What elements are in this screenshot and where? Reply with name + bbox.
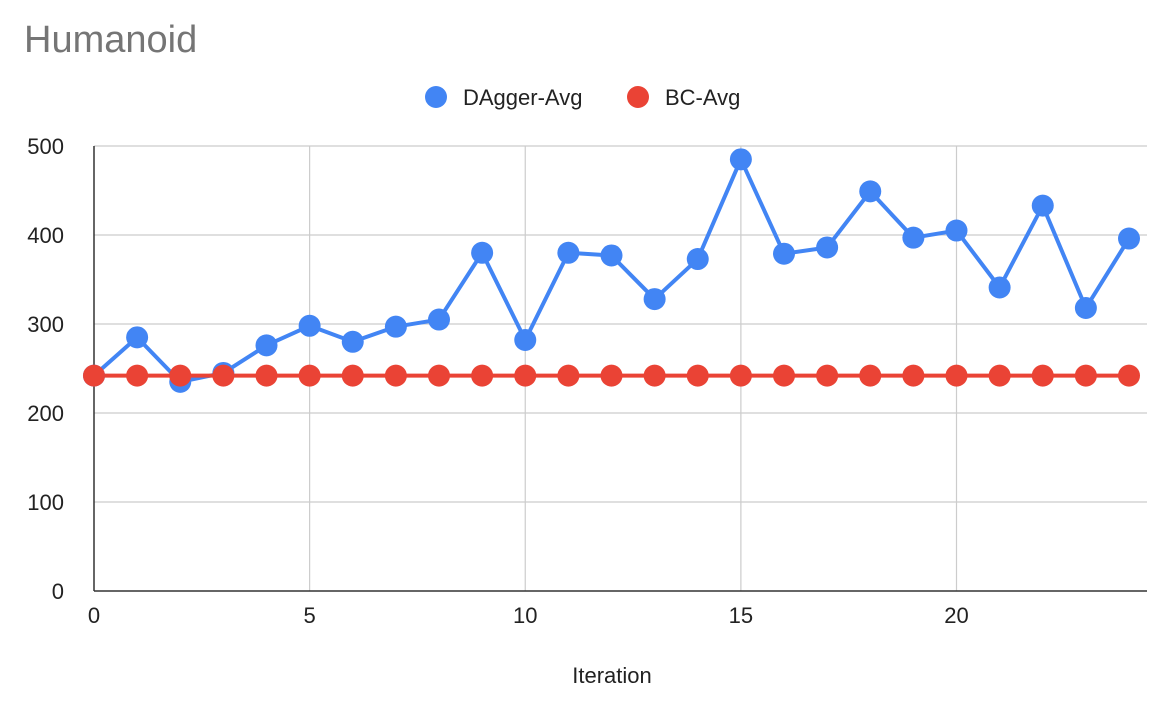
data-point-dagger-avg bbox=[384, 315, 407, 338]
data-point-dagger-avg bbox=[1074, 296, 1097, 319]
data-point-dagger-avg bbox=[988, 276, 1011, 299]
y-tick-label: 200 bbox=[27, 401, 64, 426]
x-tick-label: 20 bbox=[944, 603, 968, 628]
y-tick-label: 300 bbox=[27, 312, 64, 337]
data-point-dagger-avg bbox=[428, 308, 450, 331]
grid bbox=[94, 145, 1147, 591]
data-point-bc-avg bbox=[1074, 364, 1097, 387]
data-point-dagger-avg bbox=[514, 329, 537, 352]
data-point-dagger-avg bbox=[298, 314, 321, 337]
x-tick-label: 10 bbox=[513, 603, 537, 628]
data-point-bc-avg bbox=[557, 364, 580, 387]
data-point-bc-avg bbox=[729, 364, 752, 387]
x-tick-label: 15 bbox=[729, 603, 753, 628]
x-tick-label: 0 bbox=[88, 603, 100, 628]
data-point-dagger-avg bbox=[471, 241, 494, 264]
data-point-dagger-avg bbox=[255, 334, 278, 357]
data-point-bc-avg bbox=[816, 364, 839, 387]
data-point-bc-avg bbox=[1031, 364, 1054, 387]
data-point-dagger-avg bbox=[902, 226, 925, 249]
legend-label-dagger-avg: DAgger-Avg bbox=[463, 85, 582, 110]
data-point-bc-avg bbox=[341, 364, 364, 387]
data-point-dagger-avg bbox=[126, 326, 149, 349]
axes bbox=[93, 146, 1147, 592]
data-point-dagger-avg bbox=[859, 180, 882, 203]
data-point-dagger-avg bbox=[816, 236, 839, 259]
legend-marker-dagger-avg bbox=[425, 86, 447, 108]
data-point-bc-avg bbox=[945, 364, 968, 387]
data-point-bc-avg bbox=[428, 364, 450, 387]
y-tick-label: 100 bbox=[27, 490, 64, 515]
data-point-bc-avg bbox=[83, 364, 105, 387]
data-point-bc-avg bbox=[643, 364, 666, 387]
chart-title: Humanoid bbox=[24, 19, 197, 61]
legend-label-bc-avg: BC-Avg bbox=[665, 85, 740, 110]
data-point-bc-avg bbox=[514, 364, 537, 387]
series-layer bbox=[83, 148, 1140, 393]
data-point-dagger-avg bbox=[945, 219, 968, 242]
x-tick-label: 5 bbox=[304, 603, 316, 628]
tick-labels: 0 100 200 300 400 500 0 5 10 15 20 bbox=[27, 134, 968, 628]
data-point-bc-avg bbox=[298, 364, 321, 387]
data-point-bc-avg bbox=[384, 364, 407, 387]
data-point-dagger-avg bbox=[686, 248, 709, 271]
data-point-dagger-avg bbox=[643, 288, 666, 311]
y-tick-label: 500 bbox=[27, 134, 64, 159]
data-point-bc-avg bbox=[902, 364, 925, 387]
data-point-bc-avg bbox=[169, 364, 192, 387]
data-point-dagger-avg bbox=[557, 241, 580, 264]
x-axis-title: Iteration bbox=[572, 663, 652, 688]
data-point-bc-avg bbox=[773, 364, 795, 387]
data-point-dagger-avg bbox=[1031, 194, 1054, 217]
data-point-dagger-avg bbox=[600, 244, 623, 267]
data-point-bc-avg bbox=[255, 364, 278, 387]
data-point-dagger-avg bbox=[341, 330, 364, 353]
legend: DAgger-Avg BC-Avg bbox=[425, 85, 740, 110]
data-point-bc-avg bbox=[859, 364, 882, 387]
data-point-dagger-avg bbox=[729, 148, 752, 171]
legend-marker-bc-avg bbox=[627, 86, 649, 108]
data-point-bc-avg bbox=[988, 364, 1011, 387]
y-tick-label: 0 bbox=[52, 579, 64, 604]
series-line-dagger-avg bbox=[92, 157, 1131, 384]
data-point-bc-avg bbox=[1118, 364, 1140, 387]
y-tick-label: 400 bbox=[27, 223, 64, 248]
data-point-dagger-avg bbox=[773, 242, 795, 265]
data-point-bc-avg bbox=[212, 364, 235, 387]
data-point-dagger-avg bbox=[1118, 227, 1140, 250]
data-point-bc-avg bbox=[471, 364, 494, 387]
data-point-bc-avg bbox=[600, 364, 623, 387]
data-point-bc-avg bbox=[126, 364, 149, 387]
data-point-bc-avg bbox=[686, 364, 709, 387]
